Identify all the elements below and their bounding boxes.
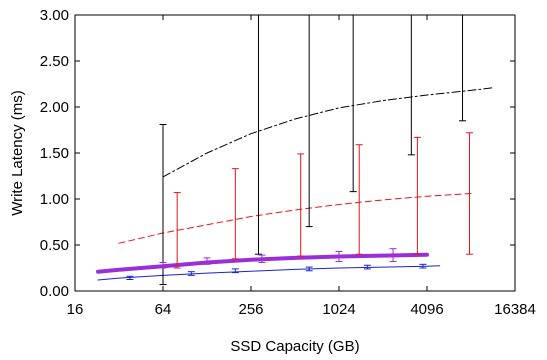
y-tick-label: 0.50 xyxy=(40,237,69,254)
x-tick-label: 64 xyxy=(155,301,172,318)
error-bar xyxy=(231,168,239,260)
x-axis-label: SSD Capacity (GB) xyxy=(230,338,359,355)
errorbar-layer xyxy=(126,14,473,286)
error-bar xyxy=(159,261,167,269)
error-bar xyxy=(187,271,195,276)
series-line-3 xyxy=(97,265,441,281)
error-bar xyxy=(203,257,211,265)
plot-frame xyxy=(74,14,516,292)
error-bar xyxy=(173,192,181,269)
series-layer xyxy=(96,87,494,281)
x-tick-label: 16 xyxy=(67,301,84,318)
error-bar xyxy=(389,248,397,263)
error-bar xyxy=(258,254,266,263)
error-bar xyxy=(335,250,343,263)
error-bar xyxy=(413,136,421,255)
y-tick-label: 2.00 xyxy=(40,99,69,116)
x-tick-label: 256 xyxy=(238,301,263,318)
y-tick-label: 3.00 xyxy=(40,7,69,24)
x-tick-label: 1024 xyxy=(322,301,355,318)
error-bar xyxy=(363,264,371,270)
series-line-1 xyxy=(118,193,472,244)
error-bar xyxy=(126,275,134,280)
y-tick-label: 2.50 xyxy=(40,53,69,70)
y-tick-label: 1.50 xyxy=(40,145,69,162)
error-bar xyxy=(159,123,167,286)
series-line-0 xyxy=(162,87,494,178)
error-bar xyxy=(465,132,473,255)
y-axis-label: Write Latency (ms) xyxy=(9,90,26,216)
error-bar xyxy=(355,144,363,255)
error-bar xyxy=(305,266,313,272)
error-bar xyxy=(231,268,239,274)
error-bar xyxy=(254,14,262,255)
error-bar xyxy=(459,14,467,122)
error-bar xyxy=(407,14,415,156)
y-tick-label: 1.00 xyxy=(40,191,69,208)
error-bar xyxy=(419,263,427,269)
error-bar xyxy=(297,153,305,257)
series-line-2 xyxy=(96,252,429,274)
x-tick-label: 16384 xyxy=(494,301,536,318)
x-tick-label: 4096 xyxy=(410,301,443,318)
axis-layer: 16 64 256 1024 4096 16384 0.00 0.50 1.00 1.50 2.00… xyxy=(40,7,536,318)
error-bar xyxy=(349,14,357,193)
y-tick-label: 0.00 xyxy=(40,283,69,300)
error-bar xyxy=(305,14,313,228)
